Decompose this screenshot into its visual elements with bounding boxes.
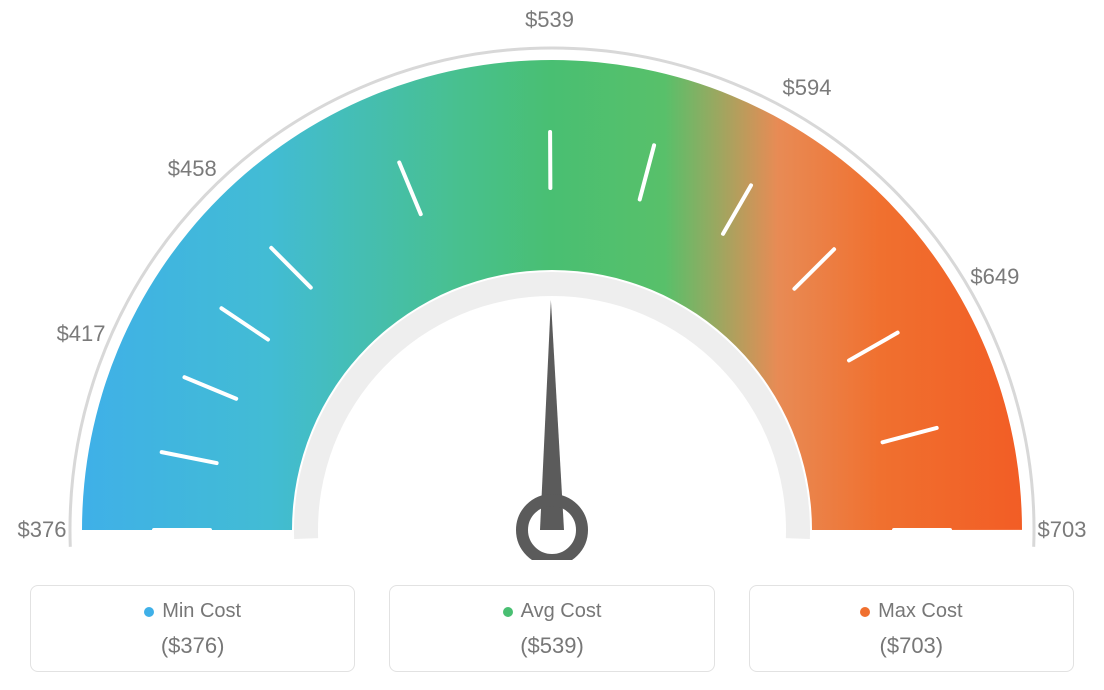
gauge-tick-label: $703: [1038, 517, 1087, 543]
legend-title-avg: Avg Cost: [503, 600, 602, 623]
gauge-tick-label: $539: [525, 7, 574, 33]
chart-container: $376 $417 $458 $539 $594 $649 $703 Min Cost ($…: [0, 0, 1104, 690]
gauge-tick-label: $458: [168, 156, 217, 182]
legend-label-min: Min Cost: [162, 600, 241, 623]
legend-card-max: Max Cost ($703): [749, 585, 1074, 672]
legend-label-avg: Avg Cost: [521, 600, 602, 623]
gauge-svg: [0, 0, 1104, 560]
legend-card-min: Min Cost ($376): [30, 585, 355, 672]
legend-value-min: ($376): [41, 633, 344, 659]
gauge-chart: $376 $417 $458 $539 $594 $649 $703: [0, 0, 1104, 560]
gauge-tick-label: $376: [18, 517, 67, 543]
legend-value-max: ($703): [760, 633, 1063, 659]
legend-label-max: Max Cost: [878, 600, 962, 623]
gauge-tick-label: $594: [783, 75, 832, 101]
gauge-tick-label: $649: [970, 264, 1019, 290]
legend-dot-max: [860, 607, 870, 617]
legend-row: Min Cost ($376) Avg Cost ($539) Max Cost…: [0, 585, 1104, 672]
legend-value-avg: ($539): [400, 633, 703, 659]
legend-dot-avg: [503, 607, 513, 617]
legend-card-avg: Avg Cost ($539): [389, 585, 714, 672]
legend-dot-min: [144, 607, 154, 617]
gauge-tick-label: $417: [57, 321, 106, 347]
legend-title-max: Max Cost: [860, 600, 962, 623]
legend-title-min: Min Cost: [144, 600, 241, 623]
